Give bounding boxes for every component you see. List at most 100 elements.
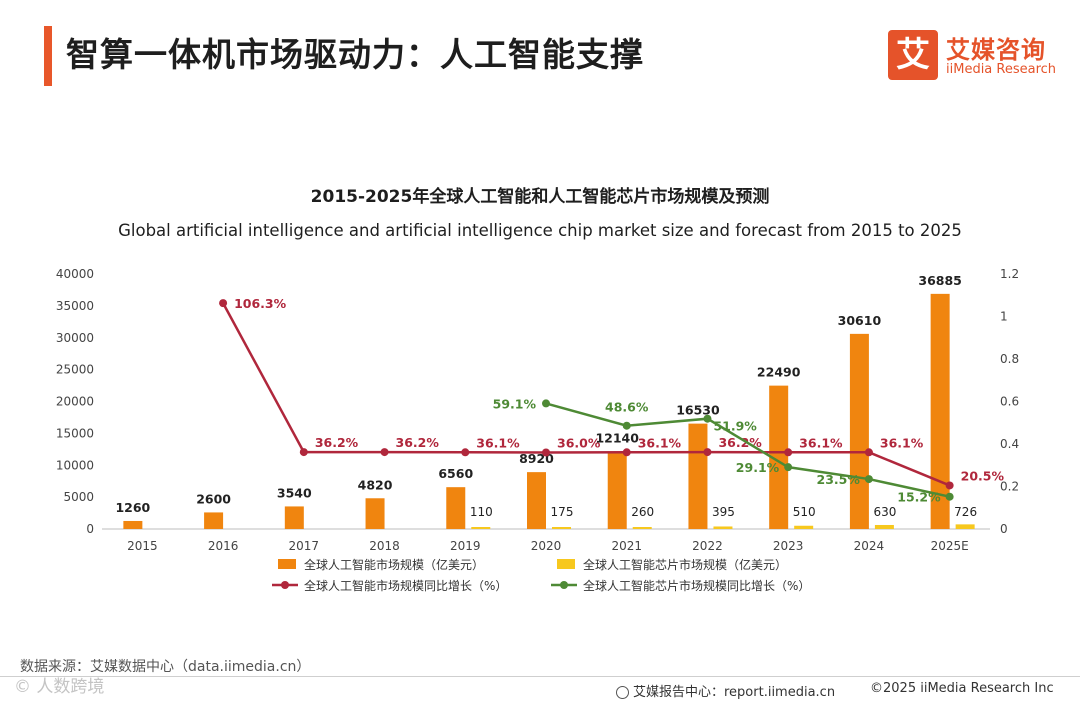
- bar-ai-value-label: 3540: [277, 485, 312, 500]
- legend-label: 全球人工智能市场规模同比增长（%）: [304, 578, 507, 593]
- bar-chip-value-label: 630: [873, 505, 896, 519]
- line-ai-growth-value-label: 36.1%: [880, 435, 924, 450]
- line-ai-growth-value-label: 36.0%: [557, 436, 601, 451]
- bar-chip-value-label: 260: [631, 505, 654, 519]
- bar-chip-value-label: 395: [712, 505, 735, 519]
- x-tick-label: 2021: [611, 539, 642, 553]
- legend-marker: [281, 581, 289, 589]
- bar-chip-market: [713, 526, 733, 529]
- bar-ai-market: [365, 498, 385, 529]
- x-tick-label: 2017: [289, 539, 320, 553]
- line-ai-growth-point: [461, 448, 470, 457]
- footer-report-center: 艾媒报告中心：report.iimedia.cn: [616, 681, 835, 700]
- bar-chip-market: [955, 524, 975, 529]
- bar-ai-market: [769, 385, 789, 529]
- bar-ai-market: [123, 520, 143, 529]
- y-left-tick-label: 15000: [56, 426, 94, 440]
- y-left-tick-label: 0: [86, 522, 94, 536]
- bar-ai-value-label: 22490: [757, 365, 801, 380]
- x-tick-label: 2023: [773, 539, 804, 553]
- bar-ai-value-label: 6560: [438, 466, 473, 481]
- x-tick-label: 2024: [854, 539, 885, 553]
- logo-text-en: iiMedia Research: [946, 62, 1057, 77]
- x-tick-label: 2016: [208, 539, 239, 553]
- legend-swatch: [278, 559, 296, 569]
- legend-label: 全球人工智能市场规模（亿美元）: [304, 557, 484, 572]
- bar-ai-market: [284, 506, 304, 529]
- bar-chip-value-label: 175: [551, 505, 574, 519]
- brand-logo: 艾 艾媒咨询 iiMedia Research: [888, 30, 1060, 82]
- bar-ai-market: [446, 487, 466, 529]
- line-ai-growth-point: [219, 299, 228, 308]
- line-ai-growth-value-label: 36.1%: [476, 435, 520, 450]
- y-left-tick-label: 35000: [56, 299, 94, 313]
- y-left-tick-label: 30000: [56, 331, 94, 345]
- line-chip-growth-point: [784, 463, 793, 472]
- y-right-tick-label: 0.4: [1000, 437, 1019, 451]
- line-chip-growth-point: [542, 399, 550, 408]
- line-chip-growth-value-label: 51.9%: [713, 419, 757, 434]
- line-ai-growth-value-label: 36.1%: [638, 435, 682, 450]
- watermark-text: © 人数跨境: [14, 677, 105, 697]
- line-chip-growth-value-label: 23.5%: [817, 472, 861, 487]
- y-left-tick-label: 25000: [56, 363, 94, 377]
- legend-swatch: [557, 559, 575, 569]
- globe-icon: [616, 686, 629, 699]
- x-tick-label: 2015: [127, 539, 158, 553]
- logo-text-cn: 艾媒咨询: [946, 36, 1046, 64]
- y-right-tick-label: 1.2: [1000, 267, 1019, 281]
- bar-chip-value-label: 110: [470, 505, 493, 519]
- line-chip-growth-value-label: 48.6%: [605, 400, 649, 415]
- line-chip-growth-point: [703, 414, 712, 423]
- chart-title: 2015-2025年全球人工智能和人工智能芯片市场规模及预测: [311, 186, 770, 207]
- x-tick-label: 2018: [369, 539, 400, 553]
- line-ai-growth-value-label: 106.3%: [234, 296, 287, 311]
- line-ai-growth-point: [784, 448, 793, 457]
- y-right-tick-label: 0.2: [1000, 480, 1019, 494]
- line-chip-growth-point: [945, 492, 954, 501]
- bar-ai-value-label: 1260: [115, 500, 150, 515]
- legend-marker: [560, 581, 568, 589]
- line-ai-growth-point: [622, 448, 631, 457]
- bar-chip-value-label: 726: [954, 505, 977, 519]
- line-chip-growth-line: [545, 402, 950, 498]
- title-accent-bar: [44, 26, 52, 86]
- line-chip-growth-point: [622, 421, 631, 430]
- bar-chip-market: [552, 527, 571, 529]
- bar-ai-market: [204, 512, 224, 529]
- bar-ai-value-label: 30610: [838, 313, 882, 328]
- y-right-tick-label: 0: [1000, 522, 1008, 536]
- line-ai-growth-value-label: 36.2%: [315, 435, 359, 450]
- bar-ai-market: [849, 333, 869, 529]
- line-ai-growth-point: [945, 481, 954, 490]
- bar-ai-market: [930, 293, 950, 529]
- line-ai-growth-point: [380, 448, 389, 457]
- y-left-tick-label: 5000: [63, 490, 94, 504]
- bar-chip-market: [632, 527, 652, 529]
- y-left-tick-label: 40000: [56, 267, 94, 281]
- chart-subtitle: Global artificial intelligence and artif…: [118, 221, 962, 240]
- y-right-tick-label: 0.8: [1000, 352, 1019, 366]
- bar-ai-value-label: 12140: [595, 431, 639, 446]
- bar-ai-value-label: 36885: [918, 273, 962, 288]
- x-tick-label: 2020: [531, 539, 562, 553]
- y-left-tick-label: 20000: [56, 395, 94, 409]
- line-chip-growth-point: [864, 475, 873, 484]
- page-title: 智算一体机市场驱动力：人工智能支撑: [66, 35, 644, 74]
- bar-ai-market: [688, 423, 708, 529]
- line-chip-growth-value-label: 59.1%: [493, 396, 537, 411]
- bar-chip-market: [874, 524, 894, 529]
- line-chip-growth-value-label: 15.2%: [897, 490, 941, 505]
- bar-chip-market: [794, 525, 814, 529]
- line-chip-growth-value-label: 29.1%: [736, 460, 780, 475]
- y-right-tick-label: 0.6: [1000, 395, 1019, 409]
- line-ai-growth-line: [221, 302, 951, 487]
- line-ai-growth-value-label: 20.5%: [961, 468, 1005, 483]
- footer-copyright: ©2025 iiMedia Research Inc: [870, 681, 1054, 696]
- logo-mark: 艾: [888, 30, 938, 80]
- bar-ai-market: [607, 451, 627, 529]
- bar-chip-value-label: 510: [793, 505, 816, 519]
- bar-ai-value-label: 4820: [358, 477, 393, 492]
- legend-label: 全球人工智能芯片市场规模同比增长（%）: [583, 578, 810, 593]
